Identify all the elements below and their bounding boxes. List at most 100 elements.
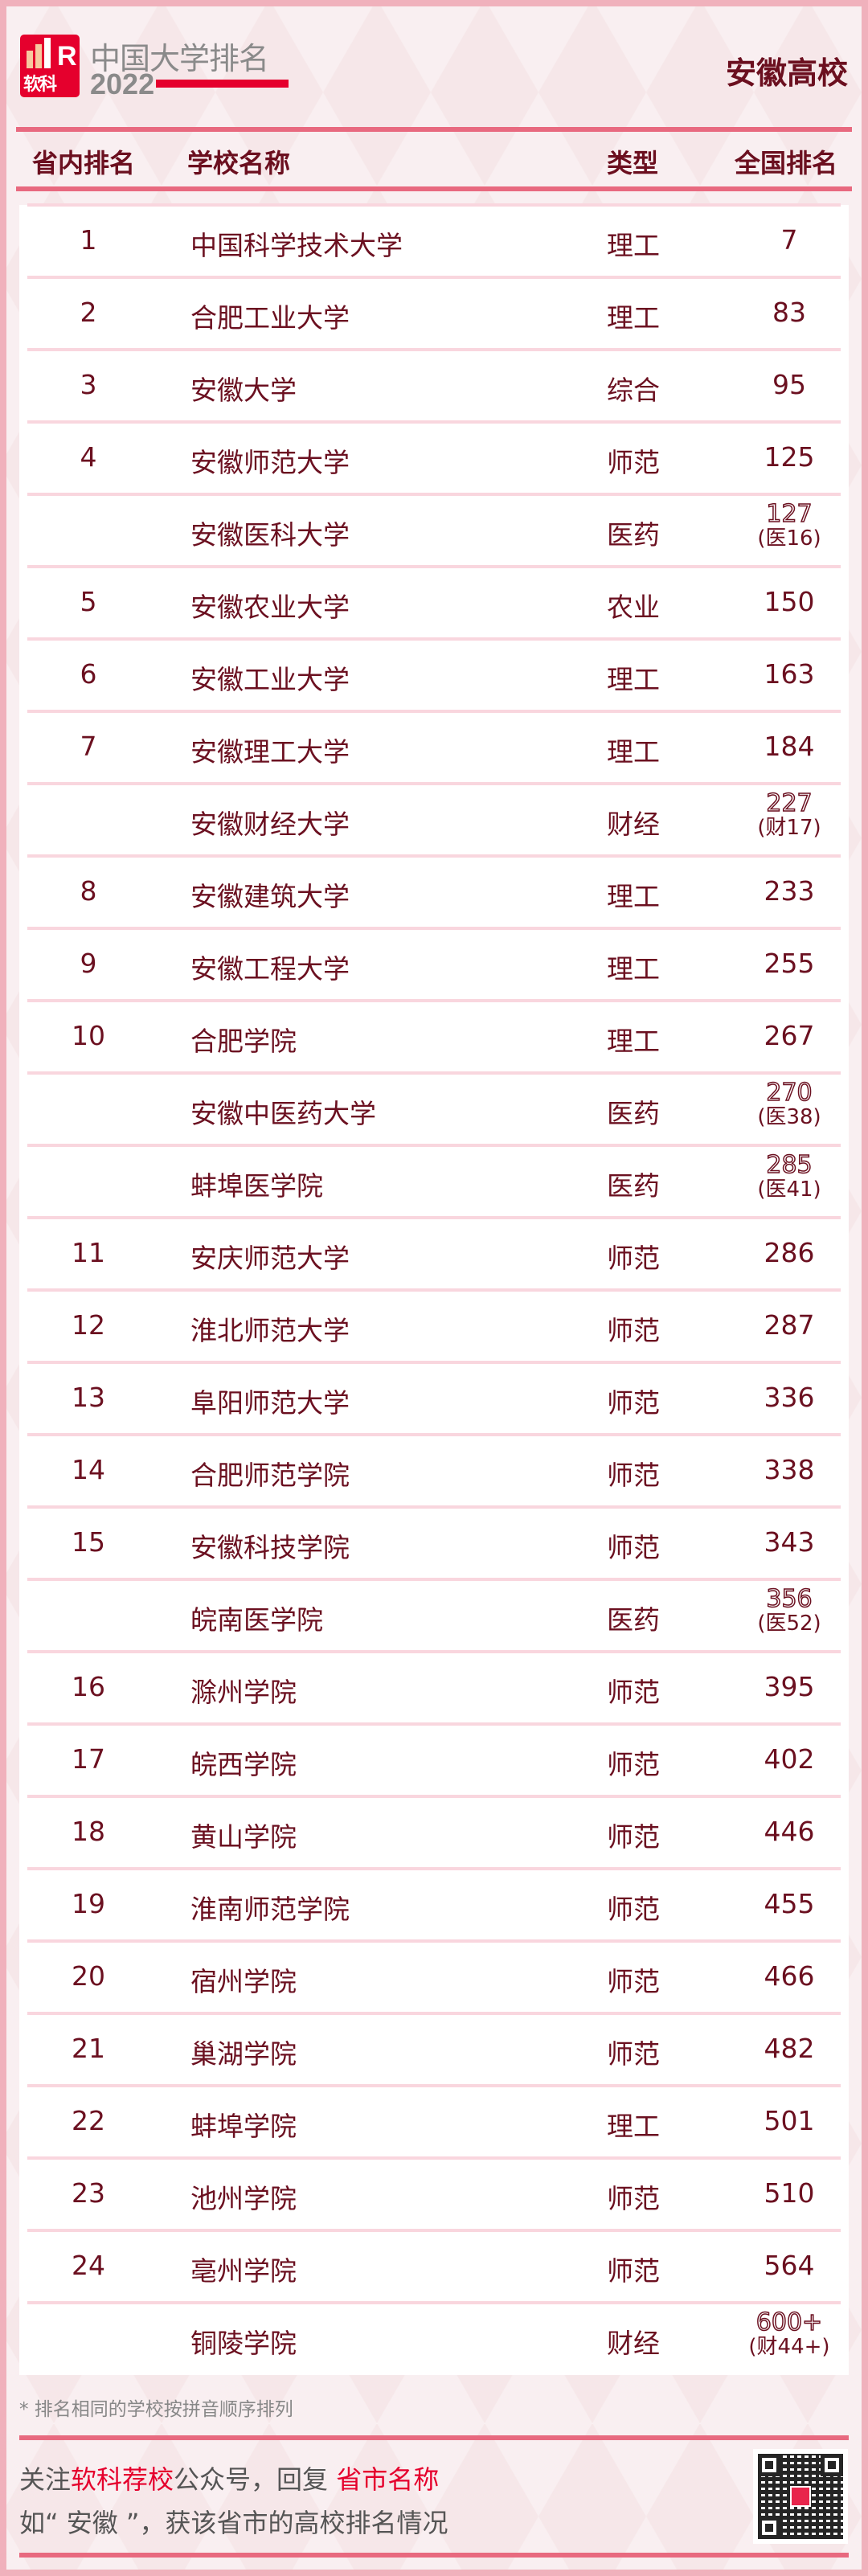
school-type: 师范 bbox=[607, 1532, 660, 1563]
row-divider bbox=[27, 782, 841, 785]
national-rank-value: 227 bbox=[766, 789, 813, 817]
national-rank: 446 bbox=[764, 1816, 815, 1847]
school-name: 安徽科技学院 bbox=[190, 1532, 350, 1563]
row-divider bbox=[27, 276, 841, 279]
row-divider bbox=[27, 927, 841, 930]
national-rank: 455 bbox=[764, 1888, 815, 1919]
school-name: 铜陵学院 bbox=[190, 2328, 297, 2359]
table-row: 安徽医科大学 医药 127 (医16) bbox=[19, 494, 849, 568]
row-divider bbox=[27, 1505, 841, 1509]
school-name: 皖西学院 bbox=[190, 1749, 297, 1780]
school-type: 医药 bbox=[607, 519, 660, 551]
table-row: 安徽中医药大学 医药 270 (医38) bbox=[19, 1073, 849, 1147]
province-rank: 7 bbox=[80, 731, 97, 762]
school-name: 安徽工程大学 bbox=[190, 953, 350, 985]
school-type: 农业 bbox=[607, 592, 660, 623]
row-divider bbox=[27, 1216, 841, 1219]
brand-bar bbox=[156, 80, 289, 88]
school-type: 师范 bbox=[607, 1821, 660, 1853]
category-rank: (财44+) bbox=[748, 2335, 830, 2359]
table-row: 17 皖西学院 师范 402 bbox=[19, 1724, 849, 1798]
ruanke-logo: R 软科 bbox=[20, 35, 80, 97]
national-rank: 227 (财17) bbox=[733, 789, 845, 840]
school-name: 安徽工业大学 bbox=[190, 664, 350, 695]
school-type: 理工 bbox=[607, 953, 660, 985]
row-divider bbox=[27, 2301, 841, 2304]
national-rank: 286 bbox=[764, 1237, 815, 1268]
school-type: 师范 bbox=[607, 1966, 660, 1997]
province-rank: 12 bbox=[72, 1309, 105, 1341]
school-name: 安徽理工大学 bbox=[190, 736, 350, 768]
row-divider bbox=[27, 493, 841, 496]
province-rank: 5 bbox=[80, 586, 97, 617]
footer-top-line bbox=[19, 2435, 849, 2440]
category-rank: (医38) bbox=[757, 1105, 821, 1129]
school-type: 理工 bbox=[607, 881, 660, 912]
national-rank-value: 127 bbox=[766, 500, 813, 528]
row-divider bbox=[27, 1939, 841, 1943]
national-rank: 600+ (财44+) bbox=[733, 2310, 845, 2359]
national-rank: 395 bbox=[764, 1671, 815, 1702]
school-type: 理工 bbox=[607, 736, 660, 768]
table-row: 11 安庆师范大学 师范 286 bbox=[19, 1218, 849, 1292]
reply-keyword: 省市名称 bbox=[336, 2464, 440, 2495]
column-header-national: 全国排名 bbox=[735, 148, 838, 178]
row-divider bbox=[27, 2229, 841, 2232]
school-name: 池州学院 bbox=[190, 2183, 297, 2214]
table-row: 12 淮北师范大学 师范 287 bbox=[19, 1290, 849, 1364]
national-rank: 163 bbox=[764, 658, 815, 690]
school-type: 医药 bbox=[607, 1604, 660, 1636]
national-rank: 7 bbox=[780, 224, 798, 256]
table-row: 15 安徽科技学院 师范 343 bbox=[19, 1507, 849, 1581]
category-rank: (医16) bbox=[757, 526, 821, 551]
category-rank: (医52) bbox=[757, 1612, 821, 1636]
school-type: 师范 bbox=[607, 2183, 660, 2214]
national-rank: 343 bbox=[764, 1526, 815, 1558]
row-divider bbox=[27, 420, 841, 424]
column-header-name: 学校名称 bbox=[187, 148, 291, 178]
province-rank: 1 bbox=[80, 224, 97, 256]
province-rank: 15 bbox=[72, 1526, 105, 1558]
table-row: 18 黄山学院 师范 446 bbox=[19, 1796, 849, 1870]
school-type: 理工 bbox=[607, 2111, 660, 2142]
school-name: 安庆师范大学 bbox=[190, 1243, 350, 1274]
table-row: 铜陵学院 财经 600+ (财44+) bbox=[19, 2303, 849, 2375]
province-rank: 2 bbox=[80, 297, 97, 328]
school-name: 合肥师范学院 bbox=[190, 1460, 350, 1491]
school-type: 师范 bbox=[607, 1460, 660, 1491]
table-row: 14 合肥师范学院 师范 338 bbox=[19, 1435, 849, 1509]
row-divider bbox=[27, 1433, 841, 1436]
national-rank: 270 (医38) bbox=[733, 1080, 845, 1129]
footer-bottom-line bbox=[19, 2553, 849, 2558]
school-type: 医药 bbox=[607, 1170, 660, 1202]
follow-middle: 公众号，回复 bbox=[174, 2464, 337, 2495]
table-row: 23 池州学院 师范 510 bbox=[19, 2158, 849, 2232]
school-name: 安徽师范大学 bbox=[190, 447, 350, 478]
national-rank: 267 bbox=[764, 1020, 815, 1051]
province-rank: 21 bbox=[72, 2033, 105, 2064]
row-divider bbox=[27, 1361, 841, 1364]
table-row: 安徽财经大学 财经 227 (财17) bbox=[19, 784, 849, 858]
ranking-table: 1 中国科学技术大学 理工 7 2 合肥工业大学 理工 83 3 安徽大学 综合 95… bbox=[19, 203, 849, 2375]
school-type: 财经 bbox=[607, 809, 660, 840]
school-name: 合肥工业大学 bbox=[190, 302, 350, 334]
region-title: 安徽高校 bbox=[725, 55, 848, 91]
row-divider bbox=[27, 637, 841, 641]
school-name: 巢湖学院 bbox=[190, 2038, 297, 2070]
table-row: 24 亳州学院 师范 564 bbox=[19, 2230, 849, 2304]
follow-text: 关注软科荐校公众号，回复 省市名称 bbox=[19, 2459, 439, 2496]
school-name: 亳州学院 bbox=[190, 2255, 297, 2287]
national-rank: 402 bbox=[764, 1743, 815, 1775]
table-row: 4 安徽师范大学 师范 125 bbox=[19, 422, 849, 496]
row-divider bbox=[27, 1578, 841, 1581]
province-rank: 9 bbox=[80, 948, 97, 979]
row-divider bbox=[27, 710, 841, 713]
table-row: 20 宿州学院 师范 466 bbox=[19, 1941, 849, 2015]
school-type: 师范 bbox=[607, 2038, 660, 2070]
table-row: 13 阜阳师范大学 师范 336 bbox=[19, 1362, 849, 1436]
national-rank: 83 bbox=[772, 297, 806, 328]
school-type: 师范 bbox=[607, 2255, 660, 2287]
national-rank: 336 bbox=[764, 1382, 815, 1413]
logo-text: 软科 bbox=[23, 75, 57, 95]
national-rank: 482 bbox=[764, 2033, 815, 2064]
